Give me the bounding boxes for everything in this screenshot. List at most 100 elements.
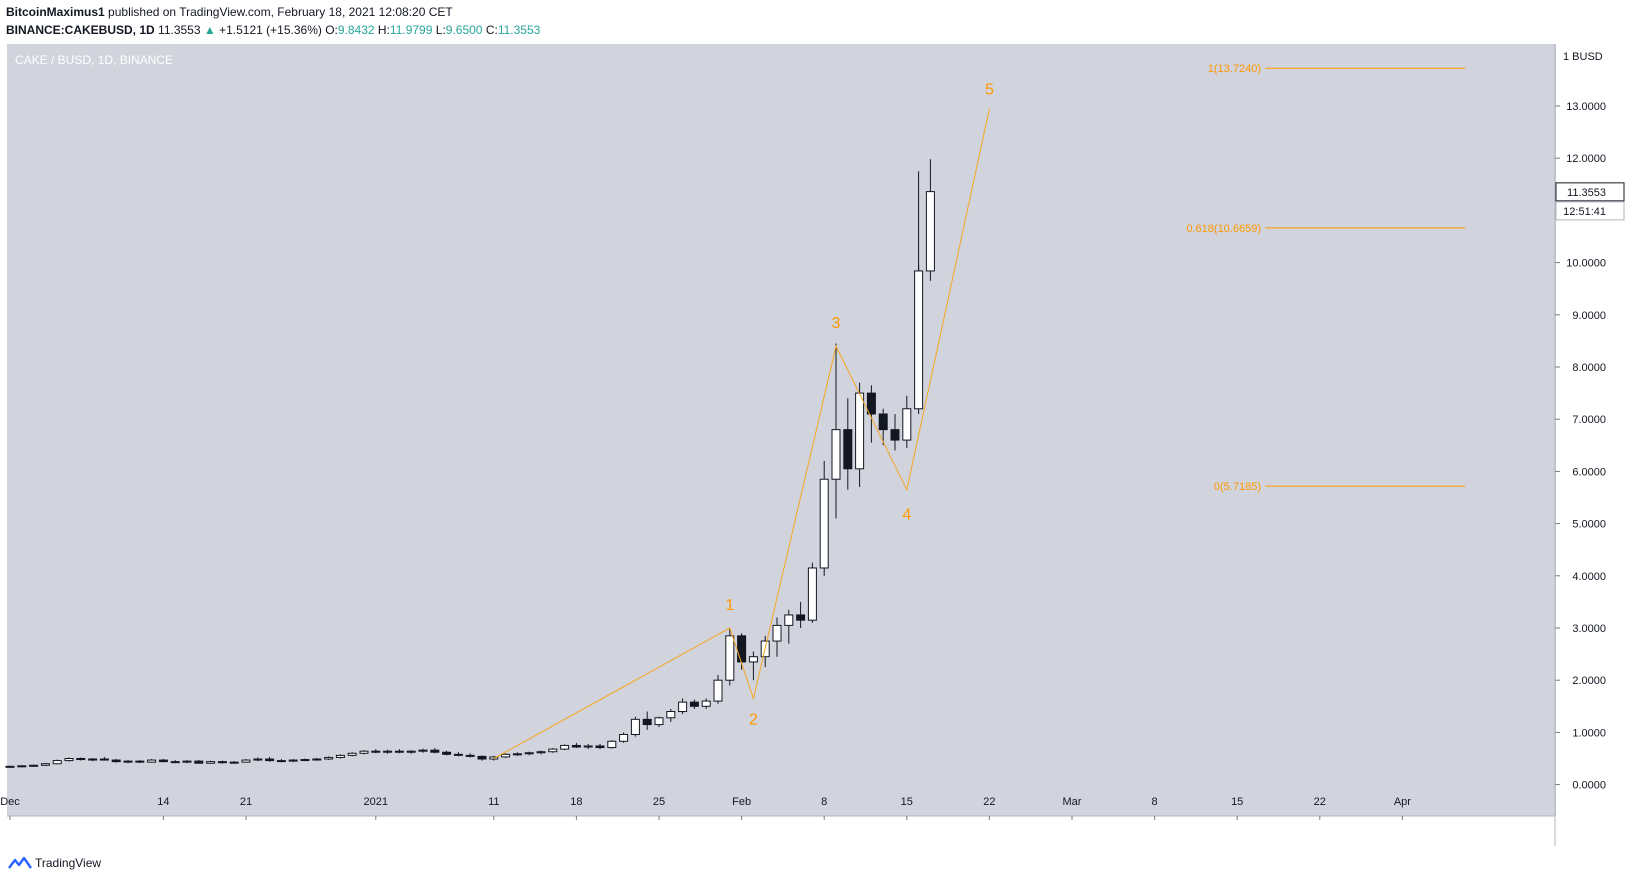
candle-body [654,717,664,726]
candle [630,716,640,737]
candle-body [324,756,334,760]
tradingview-logo-icon [8,856,32,869]
y-tick-label: 12.0000 [1566,153,1606,165]
tradingview-logo[interactable]: TradingView [8,856,101,870]
candle-body [902,408,912,441]
candle-body [312,758,322,761]
tradingview-brand: TradingView [35,856,102,870]
y-tick-label: 9.0000 [1572,310,1606,322]
candle [265,756,275,762]
candle [571,742,581,749]
candle-body [29,764,39,767]
candle-body [796,614,806,621]
y-tick-label: 0.0000 [1572,780,1606,792]
candle [725,628,735,686]
wave-label: 1 [725,597,734,614]
candle [536,750,546,755]
y-tick-label: 5.0000 [1572,519,1606,531]
x-tick-label: 18 [570,796,582,808]
candle-body [442,751,452,755]
candle-body [678,701,688,713]
candle-body [40,763,50,766]
candle-body [206,761,216,764]
x-tick-label: 11 [488,796,499,808]
candle [831,343,841,519]
candle [52,759,62,765]
candle [902,395,912,448]
candle [40,763,50,766]
x-tick-label: 14 [157,796,169,808]
candle-body [359,750,369,754]
y-tick-label: 6.0000 [1572,466,1606,478]
high-label: H: [377,23,390,37]
candle-body [914,270,924,410]
candle [253,757,263,762]
price-axis[interactable] [1556,44,1627,816]
candle-body [371,750,381,753]
candle [111,759,121,763]
author-name[interactable]: BitcoinMaximus1 [6,5,105,19]
candle [217,760,227,764]
elliott-wave: 1 2 3 4 5 [493,82,994,759]
candle-body [111,759,121,763]
candle-body [512,753,522,756]
candle-body [64,758,74,762]
candle [5,765,15,768]
x-tick-label: 2021 [364,796,388,808]
candle [453,752,463,757]
candle [807,562,817,623]
candle [654,716,664,728]
candle [371,749,381,754]
candle [843,398,853,490]
candle [64,757,74,762]
last-price-badge [1555,182,1625,202]
candle [583,743,593,750]
y-tick-label: 3.0000 [1572,623,1606,635]
candle [796,601,806,628]
candle [359,750,369,755]
candle-body [265,758,275,762]
candle [914,265,924,414]
candle [335,754,345,759]
candle-body [194,760,204,764]
candle [477,755,487,761]
candle-body [430,749,440,753]
candle [619,732,629,743]
candle [88,757,98,762]
candle [158,759,168,763]
candle [170,760,180,764]
ohlc-legend: BINANCE:CAKEBUSD, 1D 11.3553 ▲ +1.5121 (… [6,23,540,37]
candle [524,751,534,756]
y-tick-label: 10.0000 [1566,258,1606,270]
x-tick-label: Dec [0,796,20,808]
candle-body [890,429,900,441]
open-value: 9.8432 [337,23,375,37]
candle [347,752,357,757]
candle [465,753,475,758]
candle [890,413,900,451]
candle-body [253,758,263,761]
wave-label: 5 [985,82,994,99]
candle-body [524,752,534,755]
plot-area[interactable] [7,44,1557,816]
candle-body [866,392,876,415]
candle-body [843,429,853,470]
x-tick-label: Mar [1063,796,1082,808]
candle-body [418,749,428,752]
candle [784,609,794,644]
candle-body [217,761,227,764]
last-price-label: 11.3553 [1567,187,1606,199]
candle [406,750,416,754]
candle [394,749,404,754]
candle [819,460,829,576]
candle-body [595,745,605,749]
candle-body [158,759,168,763]
candles [5,159,935,768]
candle-body [713,679,723,702]
candle [135,760,145,764]
x-tick-label: 15 [901,796,913,808]
y-tick-label: 13.0000 [1566,101,1606,113]
candle-body [560,744,570,750]
candle-body [99,758,109,761]
